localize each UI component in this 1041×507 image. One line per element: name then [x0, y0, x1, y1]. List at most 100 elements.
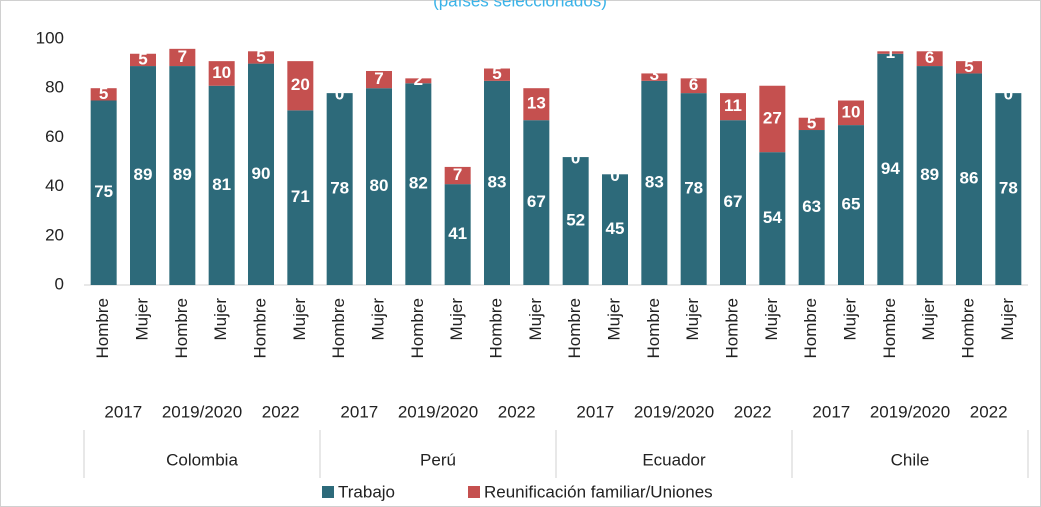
bar-segment	[680, 93, 707, 286]
y-tick-label: 40	[45, 176, 64, 195]
year-label: 2022	[970, 402, 1008, 421]
data-label: 20	[291, 75, 310, 94]
bar-segment	[680, 78, 707, 94]
data-label: 41	[448, 224, 467, 243]
data-label: 5	[256, 47, 265, 66]
year-label: 2017	[812, 402, 850, 421]
year-label: 2019/2020	[162, 402, 242, 421]
year-label: 2019/2020	[870, 402, 950, 421]
bar-segment	[759, 85, 786, 153]
data-label: 89	[173, 165, 192, 184]
chart-subtitle: (países seleccionados)	[433, 0, 607, 10]
country-label: Ecuador	[642, 450, 706, 469]
data-label: 5	[492, 64, 501, 83]
bar-segment	[484, 68, 510, 81]
x-tick-label: Hombre	[958, 298, 977, 358]
data-label: 83	[488, 172, 507, 191]
legend-label: Trabajo	[338, 482, 395, 501]
bar-segment	[641, 73, 668, 81]
data-label: 86	[960, 169, 979, 188]
bar-segment	[523, 120, 550, 286]
bar-segment	[720, 120, 746, 286]
data-label: 67	[527, 192, 546, 211]
bar-segment	[444, 184, 471, 285]
data-label: 89	[134, 165, 153, 184]
data-label: 0	[571, 149, 580, 168]
data-label: 6	[925, 48, 934, 67]
bar-segment	[956, 73, 982, 285]
bar-segment	[366, 70, 392, 89]
bar-segment	[877, 51, 904, 54]
data-label: 54	[763, 208, 782, 227]
x-tick-label: Mujer	[447, 298, 466, 341]
x-tick-label: Hombre	[250, 298, 269, 358]
data-label: 45	[606, 219, 625, 238]
data-label: 75	[94, 182, 113, 201]
bar-segment	[287, 110, 314, 285]
bar-segment	[208, 85, 235, 286]
x-tick-label: Mujer	[604, 298, 623, 341]
bar-segment	[720, 93, 746, 121]
legend-swatch	[322, 486, 334, 498]
x-tick-label: Hombre	[329, 298, 348, 358]
data-label: 0	[1004, 85, 1013, 104]
x-tick-label: Mujer	[840, 298, 859, 341]
data-label: 90	[252, 164, 271, 183]
bar-segment	[995, 93, 1022, 286]
country-label: Chile	[891, 450, 930, 469]
bar-segment	[326, 93, 353, 286]
data-label: 71	[291, 187, 310, 206]
data-label: 2	[414, 70, 423, 89]
bar-segment	[169, 48, 196, 67]
y-tick-label: 100	[36, 28, 64, 47]
bar-segment	[838, 100, 864, 126]
bar-segment	[208, 61, 235, 86]
data-label: 63	[802, 197, 821, 216]
year-label: 2017	[340, 402, 378, 421]
bar-segment	[562, 157, 589, 285]
bar-segment	[798, 130, 825, 285]
year-label: 2022	[498, 402, 536, 421]
x-tick-label: Mujer	[290, 298, 309, 341]
x-tick-label: Hombre	[644, 298, 663, 358]
data-label: 27	[763, 108, 782, 127]
bar-segment	[405, 78, 432, 84]
x-tick-label: Hombre	[172, 298, 191, 358]
y-tick-label: 60	[45, 127, 64, 146]
x-tick-label: Mujer	[683, 298, 702, 341]
data-label: 13	[527, 94, 546, 113]
year-label: 2017	[576, 402, 614, 421]
bar-segment	[916, 51, 943, 67]
data-label: 65	[842, 195, 861, 214]
x-tick-label: Mujer	[919, 298, 938, 341]
bar-segment	[169, 66, 196, 285]
data-label: 5	[807, 113, 816, 132]
data-label: 83	[645, 172, 664, 191]
x-tick-label: Hombre	[408, 298, 427, 358]
bar-segment	[444, 166, 471, 185]
data-label: 11	[724, 96, 742, 115]
data-label: 82	[409, 174, 428, 193]
data-label: 52	[566, 211, 585, 230]
data-label: 5	[99, 84, 108, 103]
data-label: 78	[999, 179, 1018, 198]
x-tick-label: Hombre	[486, 298, 505, 358]
data-label: 5	[964, 57, 973, 76]
y-tick-label: 0	[55, 274, 64, 293]
x-tick-label: Mujer	[998, 298, 1017, 341]
bar-segment	[602, 174, 628, 285]
data-label: 7	[178, 47, 187, 66]
data-label: 5	[138, 49, 147, 68]
bar-segment	[484, 80, 510, 285]
data-label: 67	[724, 192, 743, 211]
bar-segment	[366, 88, 392, 285]
y-tick-label: 20	[45, 225, 64, 244]
bar-segment	[248, 63, 274, 285]
bar-segment	[838, 125, 864, 285]
year-label: 2022	[734, 402, 772, 421]
data-label: 94	[881, 159, 900, 178]
data-label: 6	[689, 75, 698, 94]
data-label: 0	[335, 85, 344, 104]
bar-segment	[916, 66, 943, 285]
